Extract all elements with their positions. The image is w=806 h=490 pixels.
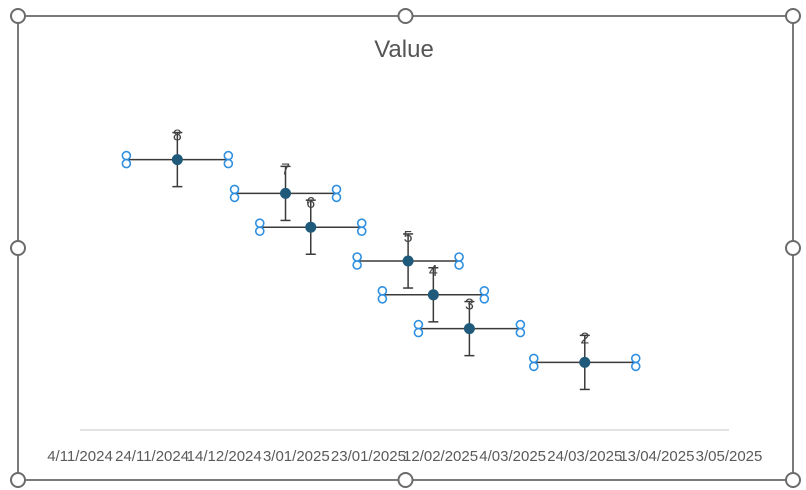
data-label: 8	[173, 128, 182, 145]
data-point-group[interactable]: 5	[352, 229, 464, 289]
error-bar-selection-handle[interactable]	[413, 327, 424, 338]
error-bar-selection-handle[interactable]	[352, 260, 362, 270]
data-point-group[interactable]: 4	[377, 263, 490, 323]
error-bar-selection-handle[interactable]	[515, 319, 526, 330]
error-bar-selection-handle[interactable]	[331, 192, 342, 203]
error-bar-selection-handle[interactable]	[454, 260, 464, 270]
error-bar-selection-handle[interactable]	[413, 319, 424, 330]
x-tick-label: 4/03/2025	[479, 448, 546, 465]
error-bar-selection-handle[interactable]	[377, 285, 388, 296]
x-tick-label: 14/12/2024	[187, 448, 262, 465]
x-tick-label: 3/01/2025	[263, 448, 330, 465]
error-bar-selection-handle[interactable]	[254, 226, 265, 236]
error-bar-selection-handle[interactable]	[352, 252, 362, 262]
data-point[interactable]	[579, 356, 591, 368]
x-tick-label: 3/05/2025	[696, 448, 763, 465]
data-point-group[interactable]: 8	[121, 128, 234, 188]
data-point[interactable]	[305, 221, 317, 233]
chart-frame[interactable]	[17, 15, 794, 481]
data-label: 7	[281, 161, 290, 178]
error-bar-selection-handle[interactable]	[356, 226, 367, 236]
data-point[interactable]	[427, 289, 439, 301]
data-point-group[interactable]: 7	[229, 161, 342, 222]
error-bar-selection-handle[interactable]	[377, 293, 388, 304]
data-point-group[interactable]: 3	[413, 297, 526, 357]
data-point[interactable]	[463, 323, 475, 335]
error-bar-selection-handle[interactable]	[515, 327, 526, 338]
error-bar-selection-handle[interactable]	[121, 158, 132, 169]
chart-title: Value	[374, 36, 434, 63]
error-bar-selection-handle[interactable]	[454, 252, 464, 262]
resize-handle[interactable]	[785, 240, 801, 256]
x-tick-label: 24/03/2025	[547, 448, 622, 465]
data-label: 6	[306, 195, 315, 212]
data-point[interactable]	[402, 255, 414, 267]
x-tick-label: 24/11/2024	[115, 448, 189, 465]
resize-handle[interactable]	[10, 240, 26, 256]
resize-handle[interactable]	[397, 8, 414, 24]
error-bar-selection-handle[interactable]	[121, 150, 132, 161]
x-tick-label: 23/01/2025	[331, 448, 406, 465]
error-bar-selection-handle[interactable]	[630, 361, 641, 372]
resize-handle[interactable]	[785, 472, 801, 488]
resize-handle[interactable]	[10, 472, 26, 488]
data-point-group[interactable]: 6	[254, 195, 367, 255]
error-bar-selection-handle[interactable]	[229, 192, 240, 203]
x-tick-label: 13/04/2025	[619, 448, 694, 465]
resize-handle[interactable]	[397, 472, 414, 488]
x-tick-label: 12/02/2025	[403, 448, 478, 465]
data-label: 5	[404, 229, 413, 246]
error-bar-selection-handle[interactable]	[479, 285, 490, 296]
resize-handle[interactable]	[785, 8, 801, 24]
resize-handles[interactable]	[10, 8, 801, 488]
error-bar-selection-handle[interactable]	[528, 353, 539, 364]
error-bar-selection-handle[interactable]	[528, 361, 539, 372]
error-bar-selection-handle[interactable]	[254, 218, 265, 228]
error-bar-selection-handle[interactable]	[630, 353, 641, 364]
resize-handle[interactable]	[10, 8, 26, 24]
error-bar-selection-handle[interactable]	[223, 158, 234, 169]
data-label: 3	[465, 297, 474, 314]
data-label: 2	[580, 330, 589, 347]
error-bar-selection-handle[interactable]	[479, 293, 490, 304]
error-bar-selection-handle[interactable]	[356, 218, 367, 228]
x-tick-label: 4/11/2024	[47, 448, 113, 465]
error-bar-selection-handle[interactable]	[229, 184, 240, 195]
data-label: 4	[429, 263, 438, 280]
error-bar-selection-handle[interactable]	[223, 150, 234, 161]
error-bar-selection-handle[interactable]	[331, 184, 342, 195]
data-point[interactable]	[171, 154, 183, 166]
data-point-group[interactable]: 2	[528, 330, 641, 391]
data-point[interactable]	[280, 187, 292, 199]
